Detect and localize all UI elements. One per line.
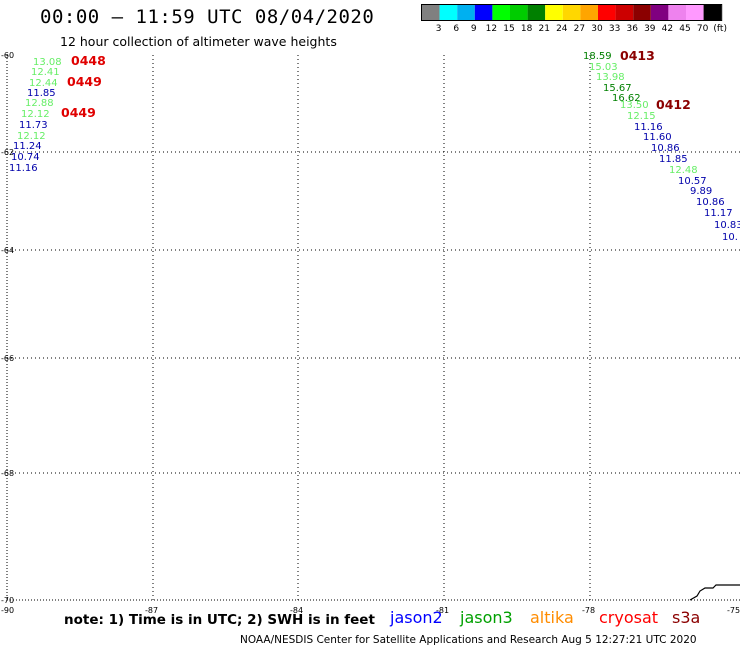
scale-swatch — [633, 5, 651, 20]
scale-swatch — [562, 5, 581, 20]
scale-label: 39 — [644, 24, 656, 34]
scale-swatch — [580, 5, 598, 20]
swh-value: 13.98 — [596, 72, 625, 83]
longitude-label: -84 — [290, 606, 303, 615]
swh-value: 15.03 — [589, 62, 618, 73]
right-track: 18.5915.0313.9815.6716.6213.5012.1511.16… — [583, 48, 740, 243]
footer-credit: NOAA/NESDIS Center for Satellite Applica… — [240, 634, 697, 646]
swh-value: 11.60 — [643, 132, 672, 143]
swh-value: 15.67 — [603, 83, 632, 94]
scale-swatch — [492, 5, 510, 20]
longitude-label: -75 — [727, 606, 740, 615]
swh-value: 12.12 — [21, 109, 50, 120]
coastline — [689, 584, 740, 601]
mission-s3a: s3a — [672, 608, 701, 627]
swh-value: 12.41 — [31, 67, 60, 78]
map-subtitle: 12 hour collection of altimeter wave hei… — [60, 34, 337, 49]
swh-value: 9.89 — [690, 186, 712, 197]
latitude-label: -68 — [1, 469, 14, 478]
time-label: 0449 — [67, 74, 102, 89]
scale-label: 12 — [486, 24, 497, 34]
scale-swatch — [510, 5, 528, 20]
swh-value: 16.62 — [612, 93, 641, 104]
map-grid — [6, 55, 740, 601]
scale-swatch — [422, 5, 440, 20]
scale-swatch — [439, 5, 458, 20]
longitude-label: -81 — [436, 606, 449, 615]
swh-value: 10.74 — [11, 152, 40, 163]
scale-swatch — [686, 5, 704, 20]
latitude-label: -62 — [1, 148, 14, 157]
time-label: 0413 — [620, 48, 655, 63]
swh-value: 10. — [722, 232, 738, 243]
swh-value: 12.12 — [17, 131, 46, 142]
scale-label: 27 — [574, 24, 585, 34]
scale-label: 3 — [436, 24, 442, 34]
swh-value: 11.17 — [704, 208, 733, 219]
swh-value: 10.57 — [678, 176, 707, 187]
swh-value: 13.08 — [33, 57, 62, 68]
scale-label: 30 — [591, 24, 603, 34]
map-axis-labels: -60 -62 -64 -66 -68 -70-90 -87 -84 -81 -78 -75 — [1, 51, 740, 615]
mission-cryosat: cryosat — [599, 608, 659, 627]
scale-label: 21 — [538, 24, 549, 34]
scale-label: 6 — [453, 24, 459, 34]
swh-value: 11.24 — [13, 141, 42, 152]
left-track: 13.0812.4112.4411.8512.8812.1211.7312.12… — [9, 53, 106, 174]
swh-value: 11.16 — [9, 163, 38, 174]
scale-swatch — [668, 5, 686, 20]
scale-swatch — [545, 5, 563, 20]
coastline-path — [689, 584, 740, 601]
scale-label: 45 — [679, 24, 690, 34]
scale-label: 33 — [609, 24, 620, 34]
map-title: 00:00 – 11:59 UTC 08/04/2020 — [40, 6, 375, 28]
swh-value: 11.85 — [659, 154, 688, 165]
longitude-label: -87 — [145, 606, 158, 615]
swh-value: 10.86 — [651, 143, 680, 154]
latitude-label: -66 — [1, 354, 14, 363]
longitude-label: -90 — [1, 606, 14, 615]
scale-swatch — [527, 5, 546, 20]
scale-label: 70 — [697, 24, 709, 34]
swh-value: 11.16 — [634, 122, 663, 133]
swh-value: 12.48 — [669, 165, 698, 176]
time-label: 0448 — [71, 53, 106, 68]
scale-label: 24 — [556, 24, 568, 34]
scale-label: 42 — [662, 24, 673, 34]
swh-value: 10.83 — [714, 220, 740, 231]
latitude-label: -70 — [1, 596, 14, 605]
color-scale: 3 6 9 12 15 18 21 24 27 30 33 36 39 42 45 70 (ft) — [421, 4, 727, 34]
scale-swatch — [474, 5, 493, 20]
mission-jason3: jason3 — [460, 608, 513, 627]
latitude-label: -64 — [1, 246, 14, 255]
scale-label: 15 — [503, 24, 514, 34]
scale-label: (ft) — [713, 24, 727, 34]
swh-value: 10.86 — [696, 197, 725, 208]
mission-jason2: jason2 — [390, 608, 443, 627]
scale-swatch — [615, 5, 634, 20]
swh-value: 13.50 — [620, 100, 649, 111]
swh-value: 12.15 — [627, 111, 656, 122]
scale-swatch — [457, 5, 475, 20]
mission-altika: altika — [530, 608, 574, 627]
time-label: 0449 — [61, 105, 96, 120]
swh-value: 11.85 — [27, 88, 56, 99]
swh-value: 18.59 — [583, 51, 612, 62]
latitude-label: -60 — [1, 51, 14, 60]
scale-swatch — [598, 5, 616, 20]
swh-value: 12.88 — [25, 98, 54, 109]
footer-note: note: 1) Time is in UTC; 2) SWH is in fe… — [64, 612, 375, 628]
scale-label: 9 — [471, 24, 477, 34]
swh-value: 11.73 — [19, 120, 48, 131]
swh-value: 12.44 — [29, 78, 58, 89]
time-label: 0412 — [656, 97, 691, 112]
scale-label: 36 — [626, 24, 638, 34]
longitude-label: -78 — [582, 606, 595, 615]
scale-swatch — [650, 5, 669, 20]
scale-label: 18 — [521, 24, 533, 34]
scale-swatch — [703, 5, 722, 20]
